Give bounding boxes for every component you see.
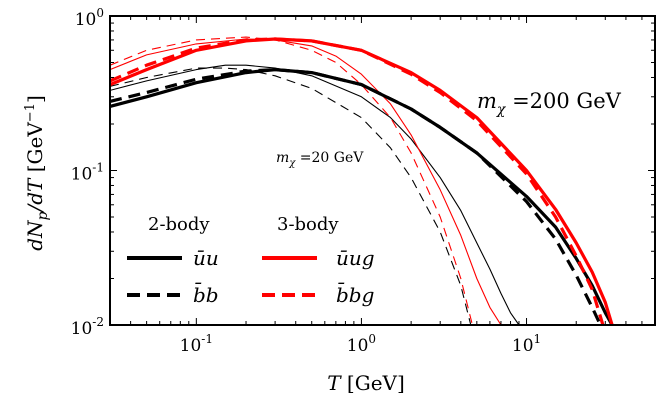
legend-title-3body: 3-body (277, 214, 339, 235)
y-tick-label: 10-2 (71, 315, 104, 339)
annotation-light: mχ =20 GeV (276, 150, 364, 169)
legend-label-uug: ūug (336, 246, 375, 270)
tick-labels: 10-1 100 101 10-2 10-1 100 (71, 6, 542, 356)
x-tick-label: 101 (512, 332, 541, 356)
ticks-layer (109, 15, 656, 326)
y-axis-label: dNp/dT [GeV−1] (23, 95, 51, 251)
y-tick-label: 10-1 (71, 161, 104, 185)
legend-label-bbg: b̄bg (336, 282, 374, 307)
series-layer (110, 36, 614, 325)
plot-frame (109, 15, 656, 326)
series-line-m200-red-dashed (110, 37, 605, 325)
legend-title-2body: 2-body (148, 214, 210, 235)
series-line-m20-black-dashed (110, 67, 472, 325)
series-line-m20-red-solid (110, 38, 502, 325)
x-tick-label: 100 (347, 332, 376, 356)
series-line-m200-black-dashed (110, 68, 602, 325)
legend: 2-body 3-body ūu b̄b ūug b̄bg (127, 214, 375, 307)
x-axis-label: T [GeV] (327, 371, 405, 395)
legend-label-bb: b̄b (193, 282, 219, 307)
series-line-m20-red-dashed (110, 36, 473, 325)
annotation-heavy: mχ =200 GeV (477, 89, 622, 118)
series-line-m20-black-solid (110, 64, 520, 325)
legend-label-uu: ūu (193, 246, 219, 270)
y-tick-label: 100 (75, 6, 104, 30)
x-tick-label: 10-1 (180, 332, 213, 356)
